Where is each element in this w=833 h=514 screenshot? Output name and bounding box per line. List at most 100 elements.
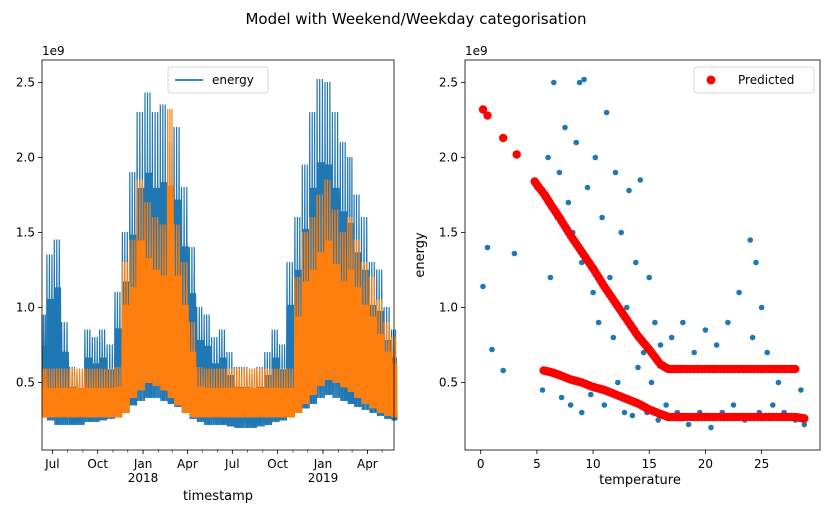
scatter-point-energy bbox=[612, 169, 619, 176]
scatter-point-energy bbox=[635, 364, 641, 371]
left-x-tick-year: 2018 bbox=[128, 471, 159, 485]
right-legend-box bbox=[693, 66, 815, 94]
right-x-tick-label: 10 bbox=[585, 457, 600, 471]
scatter-point-energy bbox=[579, 259, 585, 266]
right-y-tick-label: 1.0 bbox=[439, 301, 458, 315]
scatter-point-energy bbox=[551, 79, 557, 86]
scatter-point-energy bbox=[489, 346, 495, 353]
scatter-point-predicted bbox=[676, 364, 685, 374]
scatter-point-energy bbox=[655, 417, 661, 423]
scatter-point-energy bbox=[599, 214, 605, 221]
right-y-axis-label: energy bbox=[413, 232, 428, 278]
scatter-point-energy bbox=[601, 402, 608, 408]
right-y-tick-label: 1.5 bbox=[439, 226, 458, 240]
scatter-point-energy bbox=[708, 424, 714, 431]
scatter-point-energy bbox=[657, 342, 664, 348]
left-series-group bbox=[41, 78, 398, 429]
left-x-tick-label: Jul bbox=[224, 457, 239, 471]
right-x-tick-label: 0 bbox=[477, 457, 485, 471]
scatter-point-predicted bbox=[499, 133, 508, 143]
left-x-tick-label: Apr bbox=[177, 457, 198, 471]
scatter-point-energy bbox=[547, 274, 554, 281]
scatter-point-energy bbox=[556, 169, 563, 176]
scatter-point-energy bbox=[565, 199, 572, 206]
scatter-point-predicted bbox=[742, 364, 751, 374]
left-y-tick-label: 2.0 bbox=[16, 151, 35, 165]
left-legend-label: energy bbox=[212, 73, 254, 87]
scatter-point-energy bbox=[798, 387, 804, 393]
right-axes: 0.5 1.0 1.5 2.0 2.5 0 5 10 15 20 25 1e9 temperatu… bbox=[413, 44, 821, 488]
right-legend-marker-icon bbox=[706, 75, 716, 85]
scatter-point-predicted bbox=[764, 364, 774, 374]
scatter-point-energy bbox=[652, 319, 658, 326]
scatter-point-energy bbox=[713, 342, 720, 348]
scatter-point-energy bbox=[595, 319, 602, 326]
right-y-tick-label: 0.5 bbox=[439, 376, 458, 390]
scatter-point-energy bbox=[680, 319, 686, 326]
scatter-point-energy bbox=[588, 391, 594, 398]
scatter-point-energy bbox=[573, 139, 579, 146]
scatter-point-energy bbox=[640, 349, 647, 356]
scatter-point-predicted bbox=[798, 414, 807, 423]
scatter-point-energy bbox=[685, 421, 692, 428]
scatter-point-energy bbox=[590, 289, 596, 296]
scatter-point-predicted bbox=[512, 150, 521, 159]
scatter-point-energy bbox=[545, 154, 551, 161]
left-legend-box bbox=[167, 66, 269, 94]
scatter-point-energy bbox=[663, 402, 669, 408]
left-x-tick-label: Jul bbox=[44, 457, 59, 471]
right-x-axis-label: temperature bbox=[599, 473, 681, 488]
left-y-tick-label: 1.0 bbox=[16, 301, 35, 315]
scatter-point-energy bbox=[702, 327, 709, 333]
right-legend: Predicted bbox=[693, 66, 815, 94]
scatter-point-energy bbox=[758, 304, 765, 311]
scatter-point-predicted bbox=[719, 364, 729, 374]
scatter-point-predicted bbox=[697, 364, 706, 374]
scatter-point-predicted bbox=[764, 412, 774, 422]
right-x-tick-label: 5 bbox=[533, 457, 541, 471]
scatter-point-energy bbox=[615, 379, 621, 386]
right-x-tick-label: 25 bbox=[754, 457, 769, 471]
right-y-ticks: 0.5 1.0 1.5 2.0 2.5 bbox=[439, 76, 465, 390]
scatter-point-energy bbox=[749, 334, 756, 341]
scatter-point-predicted bbox=[742, 412, 751, 422]
left-x-tick-label: Apr bbox=[357, 457, 378, 471]
left-series-line-prediction bbox=[41, 108, 398, 418]
scatter-point-energy bbox=[584, 184, 591, 191]
scatter-point-energy bbox=[747, 237, 754, 243]
scatter-point-energy bbox=[576, 79, 583, 86]
left-x-tick-label: Jan bbox=[313, 457, 333, 471]
scatter-point-energy bbox=[603, 109, 610, 116]
scatter-point-energy bbox=[770, 402, 776, 408]
scatter-point-energy bbox=[753, 259, 759, 266]
scatter-point-energy bbox=[633, 259, 639, 266]
scatter-point-energy bbox=[480, 283, 486, 290]
left-y-tick-label: 0.5 bbox=[16, 376, 35, 390]
scatter-point-energy bbox=[801, 421, 808, 428]
scatter-point-predicted bbox=[478, 105, 488, 114]
right-y-tick-label: 2.0 bbox=[439, 151, 458, 165]
right-y-tick-label: 2.5 bbox=[439, 76, 458, 90]
scatter-point-predicted bbox=[697, 412, 706, 422]
scatter-point-energy bbox=[592, 154, 599, 161]
left-x-tick-label: Jan bbox=[133, 457, 153, 471]
right-plot-frame bbox=[464, 59, 821, 451]
left-y-ticks: 0.5 1.0 1.5 2.0 2.5 bbox=[16, 76, 42, 390]
scatter-point-energy bbox=[558, 394, 565, 401]
scatter-point-energy bbox=[511, 250, 518, 257]
right-legend-label: Predicted bbox=[738, 73, 794, 87]
scatter-point-energy bbox=[725, 319, 731, 326]
scatter-point-energy bbox=[484, 244, 491, 251]
left-offset-label: 1e9 bbox=[42, 44, 65, 58]
right-x-tick-label: 20 bbox=[698, 457, 713, 471]
scatter-point-energy bbox=[621, 409, 628, 416]
scatter-point-predicted bbox=[787, 364, 796, 374]
scatter-point-predicted bbox=[719, 412, 729, 422]
scatter-point-energy bbox=[607, 274, 613, 281]
scatter-point-predicted bbox=[483, 111, 492, 120]
left-y-tick-label: 2.5 bbox=[16, 76, 35, 90]
scatter-point-energy bbox=[567, 402, 574, 408]
left-x-axis-label: timestamp bbox=[183, 489, 253, 504]
